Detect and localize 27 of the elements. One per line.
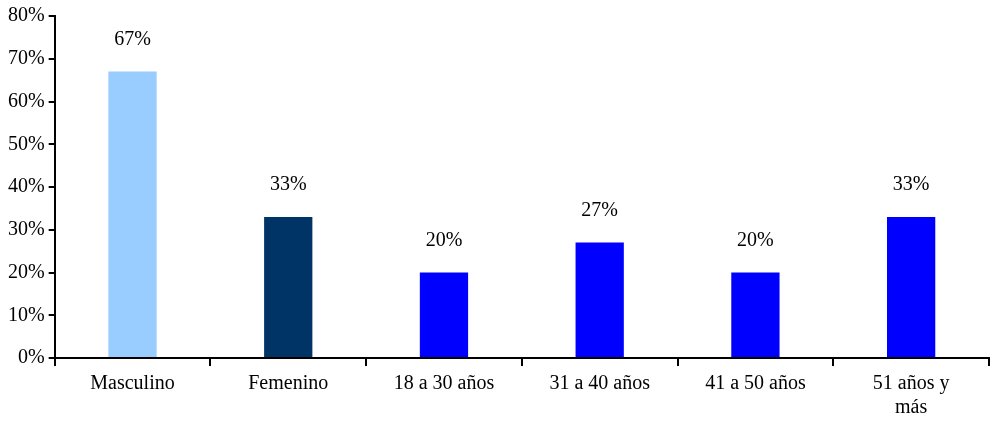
data-label: 20% — [737, 227, 774, 250]
data-label: 27% — [581, 197, 619, 220]
y-tick-label: 20% — [7, 259, 45, 282]
y-tick-label: 70% — [7, 46, 45, 68]
data-label: 33% — [269, 172, 307, 195]
y-tick-label: 80% — [7, 3, 45, 26]
x-tick-label: 18 a 30 años — [393, 371, 495, 394]
x-tick-label: 51 años y más — [872, 371, 950, 418]
y-tick-label: 60% — [7, 88, 45, 111]
bar — [887, 216, 936, 357]
x-tick-label: 31 a 40 años — [549, 371, 651, 394]
y-tick-label: 0% — [17, 345, 45, 368]
x-tick-label: Femenino — [248, 371, 329, 394]
bar — [575, 242, 624, 357]
y-tick-label: 40% — [7, 174, 45, 197]
y-tick-label: 50% — [7, 131, 45, 154]
y-tick-label: 10% — [7, 302, 45, 325]
bar — [731, 272, 780, 357]
bar — [419, 272, 469, 357]
x-tick-label: 41 a 50 años — [705, 371, 806, 394]
bar — [264, 216, 313, 357]
y-tick-label: 30% — [7, 217, 45, 239]
x-tick-label: Masculino — [90, 371, 175, 394]
data-label: 33% — [892, 172, 930, 195]
bar — [108, 71, 157, 357]
data-label: 67% — [114, 26, 151, 49]
data-label: 20% — [425, 227, 463, 250]
